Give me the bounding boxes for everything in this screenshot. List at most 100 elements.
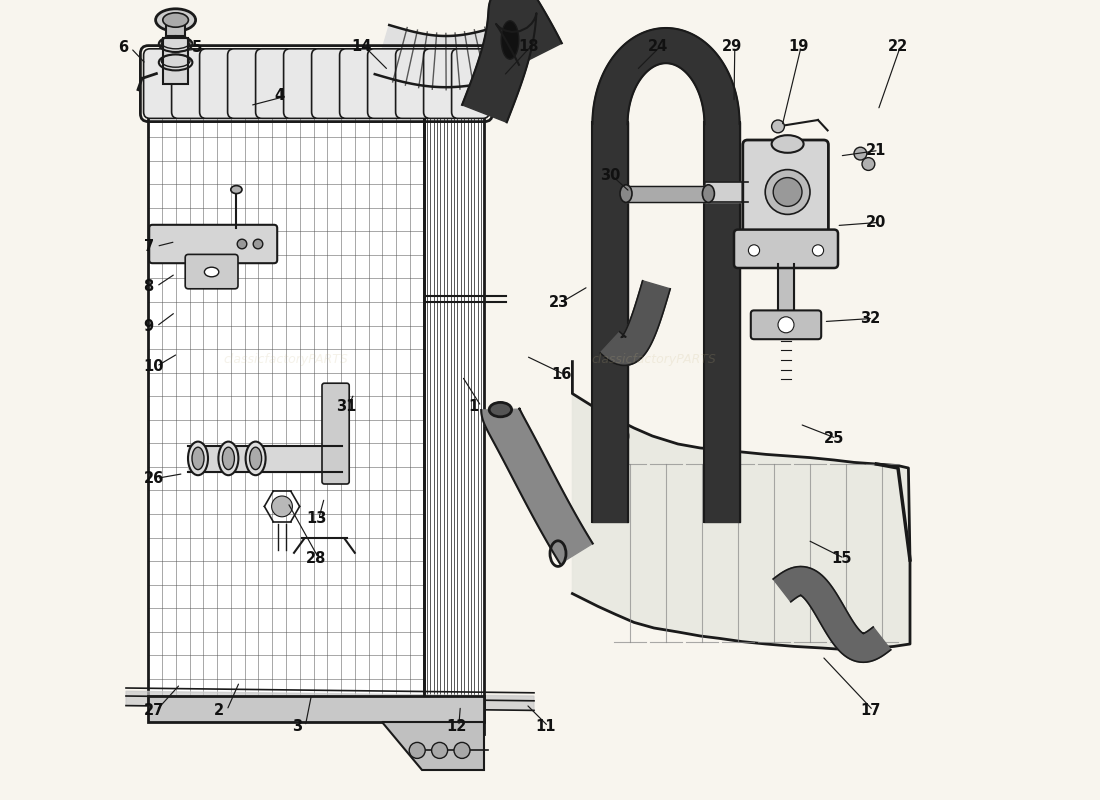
Ellipse shape [703, 185, 714, 202]
Polygon shape [126, 691, 534, 710]
Polygon shape [462, 0, 562, 122]
Text: 26: 26 [144, 471, 164, 486]
Text: 22: 22 [888, 39, 907, 54]
Ellipse shape [771, 135, 804, 153]
Text: 15: 15 [832, 551, 852, 566]
FancyBboxPatch shape [742, 140, 828, 242]
Polygon shape [778, 264, 794, 317]
Polygon shape [188, 446, 342, 472]
Text: 2: 2 [214, 703, 224, 718]
Polygon shape [593, 28, 739, 124]
Ellipse shape [188, 442, 208, 475]
FancyBboxPatch shape [185, 254, 238, 289]
FancyBboxPatch shape [734, 230, 838, 268]
Ellipse shape [620, 185, 632, 202]
FancyBboxPatch shape [311, 49, 349, 118]
Circle shape [409, 742, 426, 758]
FancyBboxPatch shape [255, 49, 294, 118]
Polygon shape [375, 25, 517, 87]
FancyBboxPatch shape [284, 49, 321, 118]
Polygon shape [593, 122, 628, 522]
Circle shape [272, 496, 293, 517]
Circle shape [454, 742, 470, 758]
Text: 32: 32 [860, 311, 881, 326]
Ellipse shape [222, 447, 234, 470]
Bar [163, 38, 188, 84]
Text: 16: 16 [551, 367, 572, 382]
Text: 25: 25 [824, 431, 844, 446]
FancyBboxPatch shape [172, 49, 209, 118]
Text: 5: 5 [191, 41, 201, 55]
Text: 29: 29 [722, 39, 742, 54]
FancyBboxPatch shape [144, 49, 182, 118]
Ellipse shape [495, 14, 525, 66]
Text: 31: 31 [336, 399, 356, 414]
FancyBboxPatch shape [424, 49, 461, 118]
Text: classicfactoryPARTS: classicfactoryPARTS [592, 354, 716, 366]
FancyBboxPatch shape [340, 49, 377, 118]
Ellipse shape [245, 442, 265, 475]
Text: 1: 1 [469, 399, 478, 414]
Text: 28: 28 [306, 551, 327, 566]
Text: 19: 19 [789, 39, 808, 54]
Bar [148, 114, 424, 702]
Ellipse shape [219, 442, 239, 475]
Text: 21: 21 [866, 143, 887, 158]
Ellipse shape [250, 447, 262, 470]
Text: 18: 18 [518, 39, 539, 54]
FancyBboxPatch shape [396, 49, 433, 118]
Ellipse shape [502, 21, 519, 59]
Circle shape [748, 245, 760, 256]
FancyBboxPatch shape [199, 49, 238, 118]
Ellipse shape [163, 13, 188, 27]
Text: 13: 13 [306, 511, 327, 526]
Bar [424, 98, 484, 734]
Circle shape [253, 239, 263, 249]
Text: 14: 14 [352, 39, 372, 54]
Circle shape [771, 120, 784, 133]
Text: 20: 20 [866, 215, 887, 230]
Text: 7: 7 [144, 239, 154, 254]
Text: 27: 27 [144, 703, 164, 718]
Bar [166, 18, 185, 36]
Ellipse shape [155, 9, 196, 31]
Text: classicfactoryPARTS: classicfactoryPARTS [223, 354, 349, 366]
Text: 17: 17 [860, 703, 881, 718]
Polygon shape [773, 566, 891, 662]
Polygon shape [382, 722, 484, 770]
Polygon shape [626, 186, 708, 202]
Text: 9: 9 [144, 319, 154, 334]
Text: 24: 24 [648, 39, 668, 54]
Text: 12: 12 [446, 719, 466, 734]
Text: 6: 6 [118, 41, 128, 55]
Circle shape [813, 245, 824, 256]
Ellipse shape [231, 186, 242, 194]
Ellipse shape [490, 402, 512, 417]
FancyBboxPatch shape [150, 225, 277, 263]
Circle shape [773, 178, 802, 206]
Text: 30: 30 [600, 169, 620, 183]
FancyBboxPatch shape [367, 49, 405, 118]
Circle shape [854, 147, 867, 160]
Bar [424, 98, 484, 734]
Text: 8: 8 [144, 279, 154, 294]
FancyBboxPatch shape [452, 49, 490, 118]
Text: 3: 3 [293, 719, 303, 734]
Polygon shape [704, 122, 739, 522]
Polygon shape [481, 408, 593, 564]
FancyBboxPatch shape [322, 383, 349, 484]
Circle shape [238, 239, 246, 249]
Circle shape [862, 158, 874, 170]
Circle shape [766, 170, 810, 214]
Text: 4: 4 [274, 89, 284, 103]
Polygon shape [572, 362, 910, 650]
FancyBboxPatch shape [751, 310, 822, 339]
Bar [148, 114, 424, 702]
Text: 10: 10 [144, 359, 164, 374]
Polygon shape [601, 281, 670, 366]
Circle shape [600, 422, 628, 450]
Ellipse shape [205, 267, 219, 277]
Text: 11: 11 [536, 719, 557, 734]
Bar [148, 696, 484, 722]
Polygon shape [706, 182, 748, 202]
